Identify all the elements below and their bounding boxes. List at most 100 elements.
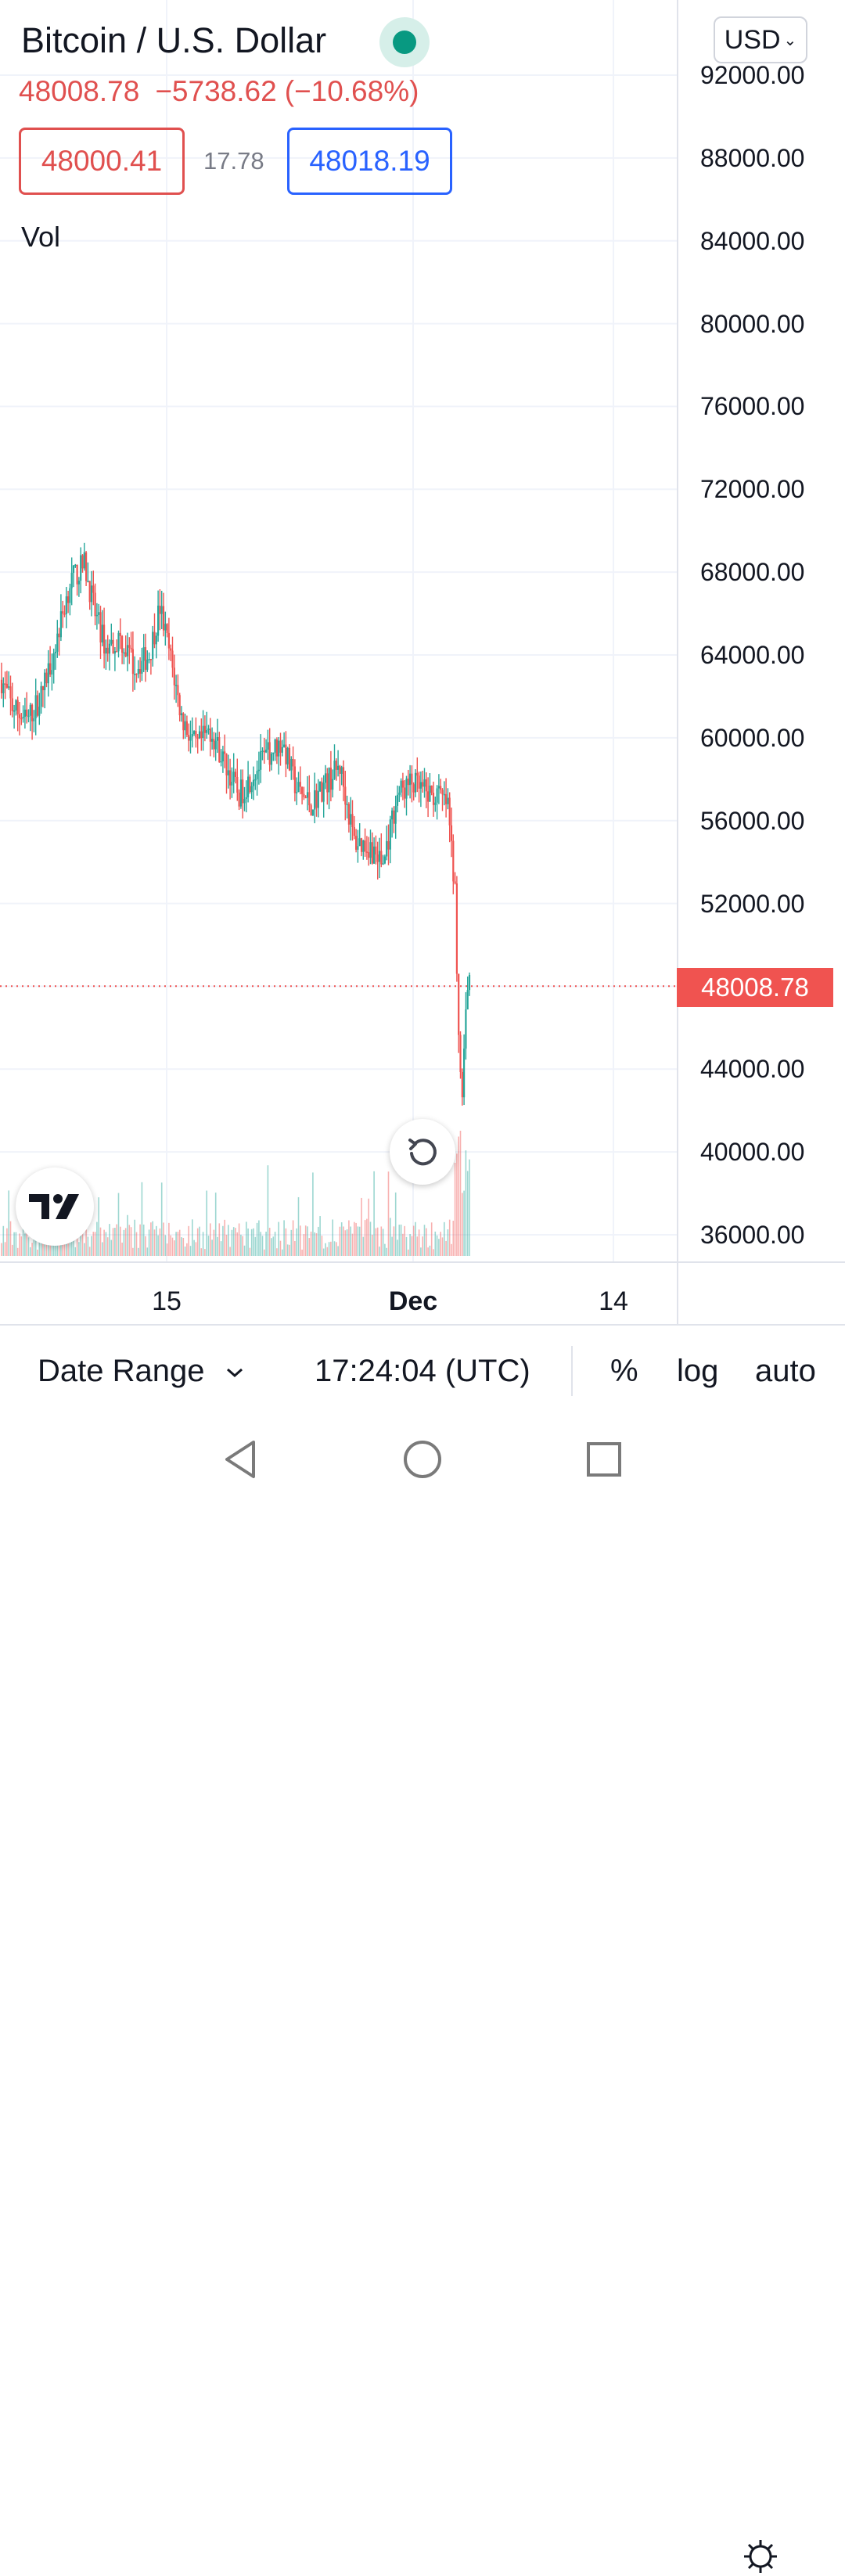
candle-body: [322, 783, 325, 802]
volume-bar: [397, 1239, 398, 1256]
percent-scale-toggle[interactable]: %: [610, 1354, 638, 1388]
candle-body: [85, 552, 88, 581]
candle-body: [407, 779, 409, 786]
nav-home-icon[interactable]: [401, 1437, 444, 1481]
candle-body: [182, 713, 185, 731]
candle-body: [290, 758, 293, 771]
volume-bar: [361, 1197, 362, 1256]
candle-body: [47, 663, 49, 684]
candle-body: [434, 802, 437, 805]
candle-body: [44, 672, 46, 691]
volume-bar: [451, 1243, 452, 1256]
volume-bar: [285, 1228, 287, 1256]
nav-recents-icon[interactable]: [582, 1437, 626, 1481]
volume-indicator-label[interactable]: Vol: [21, 221, 61, 253]
candle-body: [72, 565, 75, 574]
candle-body: [236, 776, 239, 793]
candle-body: [448, 797, 451, 826]
gear-icon[interactable]: [741, 2537, 780, 2576]
volume-bar: [240, 1234, 242, 1256]
volume-bar: [254, 1236, 257, 1256]
nav-back-icon[interactable]: [219, 1437, 263, 1481]
volume-bar: [105, 1232, 107, 1256]
candle-body: [124, 652, 127, 657]
bid-button[interactable]: 48000.41: [19, 128, 185, 195]
candle-body: [119, 632, 121, 636]
candle-body: [234, 772, 237, 777]
candle-body: [175, 685, 178, 686]
volume-bar: [67, 1243, 69, 1256]
candle-body: [213, 739, 215, 750]
candle-body: [373, 846, 376, 864]
candle-body: [112, 639, 114, 654]
candle-body: [321, 781, 323, 802]
volume-bar: [13, 1232, 15, 1256]
time-axis[interactable]: 15 Dec 14: [0, 1261, 845, 2573]
candle-body: [11, 698, 13, 711]
volume-bar: [186, 1243, 188, 1256]
volume-bar: [418, 1229, 420, 1256]
candle-body: [401, 780, 404, 788]
volume-bar: [386, 1247, 387, 1256]
volume-bar: [6, 1228, 8, 1256]
reset-chart-icon: [408, 1139, 437, 1166]
volume-bar: [207, 1236, 210, 1256]
candle-body: [74, 564, 77, 567]
volume-bar: [348, 1220, 350, 1256]
candle-body: [418, 775, 420, 789]
volume-bar: [214, 1193, 217, 1256]
price-change: −5738.62: [155, 75, 277, 107]
price-tick-label: 84000.00: [700, 226, 805, 255]
candle-body: [8, 686, 10, 688]
currency-dropdown[interactable]: USD ⌄: [714, 16, 807, 63]
candle-body: [229, 770, 232, 786]
candle-body: [340, 767, 343, 774]
volume-bar: [315, 1232, 318, 1256]
reset-chart-button[interactable]: [390, 1119, 455, 1185]
volume-bar: [150, 1222, 152, 1256]
volume-bar: [24, 1233, 26, 1256]
volume-bar: [276, 1248, 278, 1256]
volume-bar: [66, 1238, 67, 1256]
candle-body: [454, 881, 456, 883]
symbol-title[interactable]: Bitcoin / U.S. Dollar: [21, 20, 327, 60]
volume-bar: [22, 1221, 24, 1256]
tradingview-logo-button[interactable]: [16, 1167, 94, 1246]
volume-bar: [128, 1225, 131, 1256]
candle-body: [278, 740, 280, 757]
log-scale-toggle[interactable]: log: [677, 1354, 719, 1388]
price-tick-label: 88000.00: [700, 143, 805, 172]
candle-body: [77, 581, 80, 585]
volume-bar: [250, 1229, 253, 1256]
price-tick-label: 36000.00: [700, 1221, 805, 1249]
candle-body: [293, 766, 296, 793]
price-chart[interactable]: [0, 0, 845, 1261]
candle-body: [376, 854, 379, 862]
candle-body: [346, 804, 348, 806]
auto-scale-toggle[interactable]: auto: [755, 1354, 816, 1388]
candle-body: [173, 667, 175, 685]
volume-bar: [27, 1237, 30, 1256]
candle-body: [303, 793, 305, 797]
candle-body: [459, 1034, 462, 1072]
chart-area[interactable]: Bitcoin / U.S. Dollar 48008.78 −5738.62 (−…: [0, 0, 845, 1324]
volume-bar: [200, 1248, 203, 1256]
utc-clock[interactable]: 17:24:04 (UTC): [315, 1354, 530, 1388]
volume-bar: [393, 1226, 395, 1256]
volume-bar: [99, 1227, 102, 1256]
volume-bar: [312, 1172, 314, 1256]
date-range-button[interactable]: Date Range: [38, 1354, 245, 1389]
candle-body: [157, 605, 160, 636]
candle-body: [198, 731, 201, 739]
candle-body: [225, 754, 228, 775]
candle-body: [65, 596, 67, 614]
volume-bar: [376, 1227, 379, 1256]
candle-body: [279, 740, 282, 753]
ask-button[interactable]: 48018.19: [287, 128, 452, 195]
candle-body: [29, 704, 31, 716]
candle-body: [9, 686, 12, 699]
candle-body: [130, 647, 132, 649]
candle-body: [105, 647, 107, 654]
volume-bar: [92, 1232, 95, 1256]
volume-bar: [211, 1239, 213, 1256]
